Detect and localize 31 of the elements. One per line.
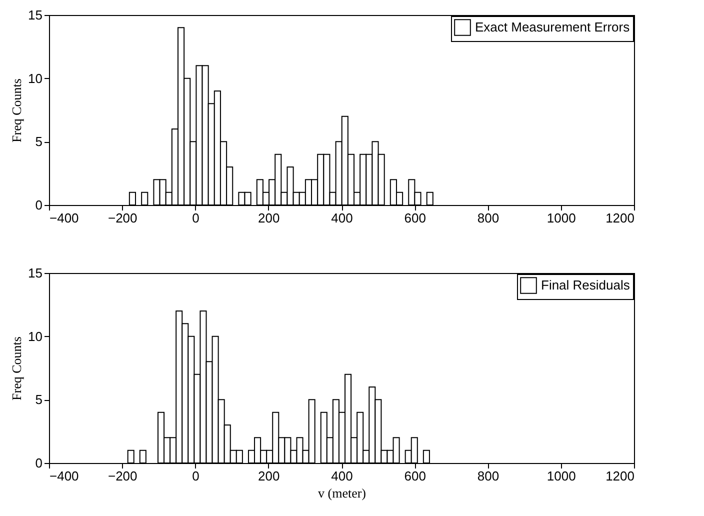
y-tick-label: 15 (28, 8, 42, 22)
x-tick-label: 0 (192, 210, 200, 226)
y-tick-label: 0 (35, 198, 42, 212)
y-axis-title: Freq Counts (9, 336, 24, 400)
legend-label: Final Residuals (541, 278, 630, 292)
x-tick-label: 400 (331, 468, 353, 484)
x-axis-title: v (meter) (318, 486, 366, 500)
x-tick-label: 1000 (546, 210, 576, 226)
x-tick-label: 800 (477, 468, 500, 484)
x-tick-label: −200 (108, 468, 138, 484)
x-tick-label: 1200 (606, 468, 634, 484)
x-tick-label: −400 (50, 210, 79, 226)
x-tick-label: 0 (192, 468, 200, 484)
x-tick-label: 1200 (606, 210, 634, 226)
y-axis-title: Freq Counts (9, 78, 24, 142)
x-tick-label: 600 (404, 210, 426, 226)
legend-label: Exact Measurement Errors (475, 20, 630, 34)
x-tick-label: 1000 (546, 468, 576, 484)
y-tick-label: 5 (35, 134, 42, 150)
y-tick-label: 0 (35, 456, 42, 470)
x-tick-label: 800 (477, 210, 500, 226)
x-tick-label: 400 (331, 210, 353, 226)
x-tick-label: 200 (258, 210, 280, 226)
x-tick-label: 600 (404, 468, 426, 484)
y-tick-label: 10 (28, 328, 42, 344)
y-tick-label: 10 (28, 70, 42, 86)
x-tick-label: −200 (108, 210, 138, 226)
y-tick-label: 5 (35, 392, 42, 408)
y-tick-label: 15 (28, 266, 42, 280)
x-tick-label: −400 (50, 468, 79, 484)
x-tick-label: 200 (258, 468, 280, 484)
